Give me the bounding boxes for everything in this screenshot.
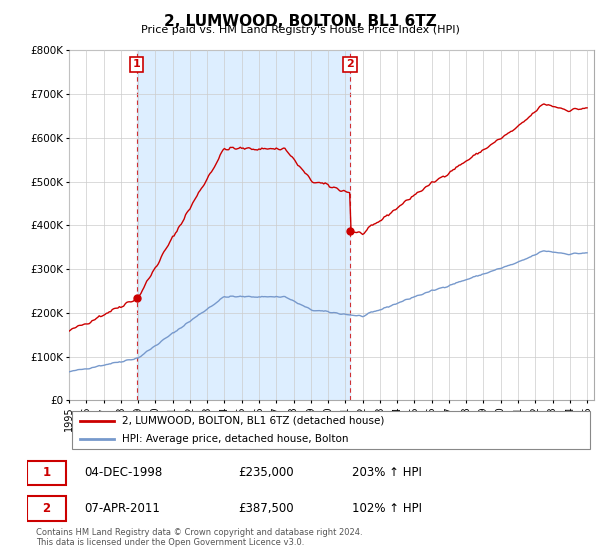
Text: £235,000: £235,000 — [238, 466, 293, 479]
Text: 102% ↑ HPI: 102% ↑ HPI — [352, 502, 422, 515]
FancyBboxPatch shape — [27, 460, 66, 485]
Text: Contains HM Land Registry data © Crown copyright and database right 2024.
This d: Contains HM Land Registry data © Crown c… — [36, 528, 362, 547]
Bar — [137, 50, 350, 400]
Text: 2: 2 — [43, 502, 50, 515]
Text: 2, LUMWOOD, BOLTON, BL1 6TZ (detached house): 2, LUMWOOD, BOLTON, BL1 6TZ (detached ho… — [121, 416, 384, 426]
Text: £387,500: £387,500 — [238, 502, 293, 515]
Text: 203% ↑ HPI: 203% ↑ HPI — [352, 466, 422, 479]
Text: Price paid vs. HM Land Registry's House Price Index (HPI): Price paid vs. HM Land Registry's House … — [140, 25, 460, 35]
Text: HPI: Average price, detached house, Bolton: HPI: Average price, detached house, Bolt… — [121, 434, 348, 444]
FancyBboxPatch shape — [27, 496, 66, 521]
Text: 1: 1 — [43, 466, 50, 479]
Text: 07-APR-2011: 07-APR-2011 — [84, 502, 160, 515]
Text: 2: 2 — [346, 59, 354, 69]
Text: 2, LUMWOOD, BOLTON, BL1 6TZ: 2, LUMWOOD, BOLTON, BL1 6TZ — [164, 14, 436, 29]
Text: 1: 1 — [133, 59, 140, 69]
Text: 04-DEC-1998: 04-DEC-1998 — [84, 466, 162, 479]
FancyBboxPatch shape — [71, 411, 590, 449]
